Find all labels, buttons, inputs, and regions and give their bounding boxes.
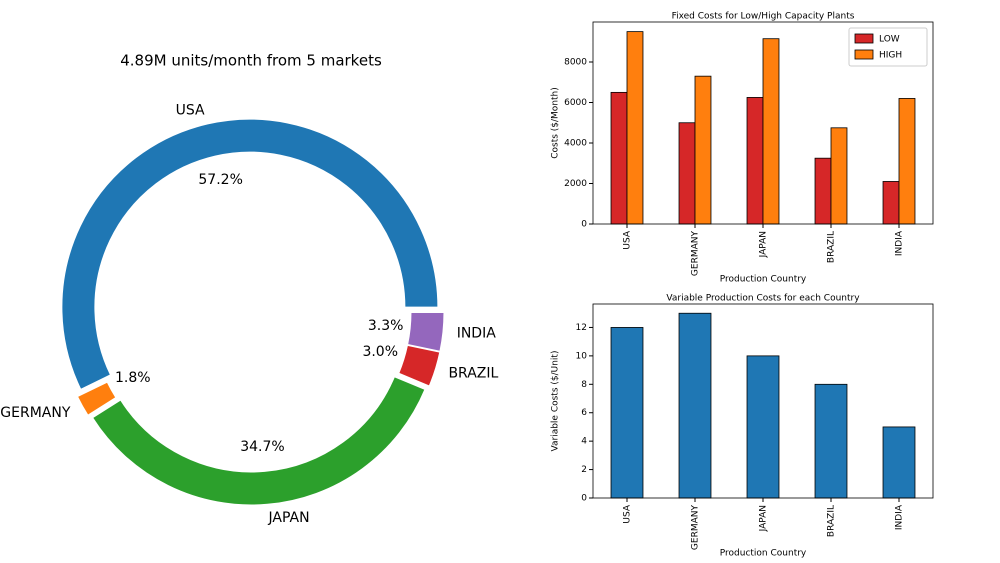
bar — [746, 97, 764, 225]
y-tick-label: 2000 — [564, 179, 587, 189]
legend-label: LOW — [879, 35, 900, 45]
bar — [626, 31, 644, 225]
bar — [882, 426, 916, 499]
bar — [762, 38, 780, 225]
bar — [610, 327, 644, 499]
axes-frame — [592, 303, 934, 499]
bar — [882, 181, 900, 225]
x-tick-label: INDIA — [895, 504, 905, 530]
y-tick-label: 4000 — [564, 138, 587, 148]
axes-frame — [592, 21, 934, 225]
bar — [814, 383, 848, 499]
bar — [898, 98, 916, 225]
wedge-label: BRAZIL — [448, 365, 498, 381]
y-tick-label: 10 — [576, 351, 588, 361]
wedge-percent: 57.2% — [198, 172, 242, 188]
x-tick-label: GERMANY — [691, 505, 701, 551]
chart-title: 4.89M units/month from 5 markets — [120, 52, 382, 70]
wedge-label: INDIA — [457, 325, 497, 341]
y-tick-label: 12 — [576, 323, 587, 333]
x-axis-label: Production Country — [720, 275, 807, 285]
x-tick-label: JAPAN — [759, 231, 769, 258]
y-tick-label: 8 — [581, 380, 587, 390]
y-axis-label: Variable Costs ($/Unit) — [551, 351, 561, 452]
wedge-label: USA — [176, 102, 205, 118]
wedge-percent: 3.3% — [368, 318, 404, 334]
wedge-percent: 1.8% — [115, 370, 151, 386]
y-tick-label: 2 — [581, 465, 587, 475]
bar — [610, 91, 628, 225]
donut-wedge — [76, 381, 117, 416]
donut-wedge — [61, 118, 439, 390]
y-tick-label: 0 — [581, 494, 587, 504]
bar — [678, 312, 712, 499]
bar — [830, 127, 848, 225]
chart-title: Fixed Costs for Low/High Capacity Plants — [672, 12, 855, 22]
y-tick-label: 4 — [581, 437, 587, 447]
bar — [814, 157, 832, 225]
donut-wedge — [407, 312, 445, 352]
x-tick-label: USA — [623, 230, 633, 249]
wedge-percent: 34.7% — [240, 439, 284, 455]
bar-chart: Variable Production Costs for each Count… — [551, 294, 934, 559]
bar — [746, 355, 780, 499]
wedge-percent: 3.0% — [362, 344, 398, 360]
x-tick-label: BRAZIL — [827, 231, 837, 263]
x-tick-label: GERMANY — [691, 231, 701, 277]
x-tick-label: BRAZIL — [827, 505, 837, 537]
wedge-label: GERMANY — [0, 405, 71, 421]
legend-label: HIGH — [879, 51, 902, 61]
chart-title: Variable Production Costs for each Count… — [666, 294, 860, 304]
bar — [694, 75, 712, 225]
y-tick-label: 0 — [581, 220, 587, 230]
donut-wedge — [398, 344, 441, 387]
y-tick-label: 6 — [581, 408, 587, 418]
y-axis-label: Costs ($/Month) — [551, 87, 561, 159]
bar-chart: Fixed Costs for Low/High Capacity Plants… — [551, 12, 934, 285]
bar — [678, 122, 696, 225]
legend-swatch — [854, 33, 874, 44]
legend-swatch — [854, 49, 874, 60]
x-tick-label: JAPAN — [759, 505, 769, 532]
y-tick-label: 8000 — [564, 57, 587, 67]
x-tick-label: INDIA — [895, 230, 905, 256]
x-tick-label: USA — [623, 504, 633, 523]
wedge-label: JAPAN — [268, 510, 310, 526]
donut-wedge — [91, 376, 426, 506]
y-tick-label: 6000 — [564, 98, 587, 108]
donut-chart: 4.89M units/month from 5 markets USA 57.2%… — [0, 52, 498, 527]
x-axis-label: Production Country — [720, 549, 807, 559]
